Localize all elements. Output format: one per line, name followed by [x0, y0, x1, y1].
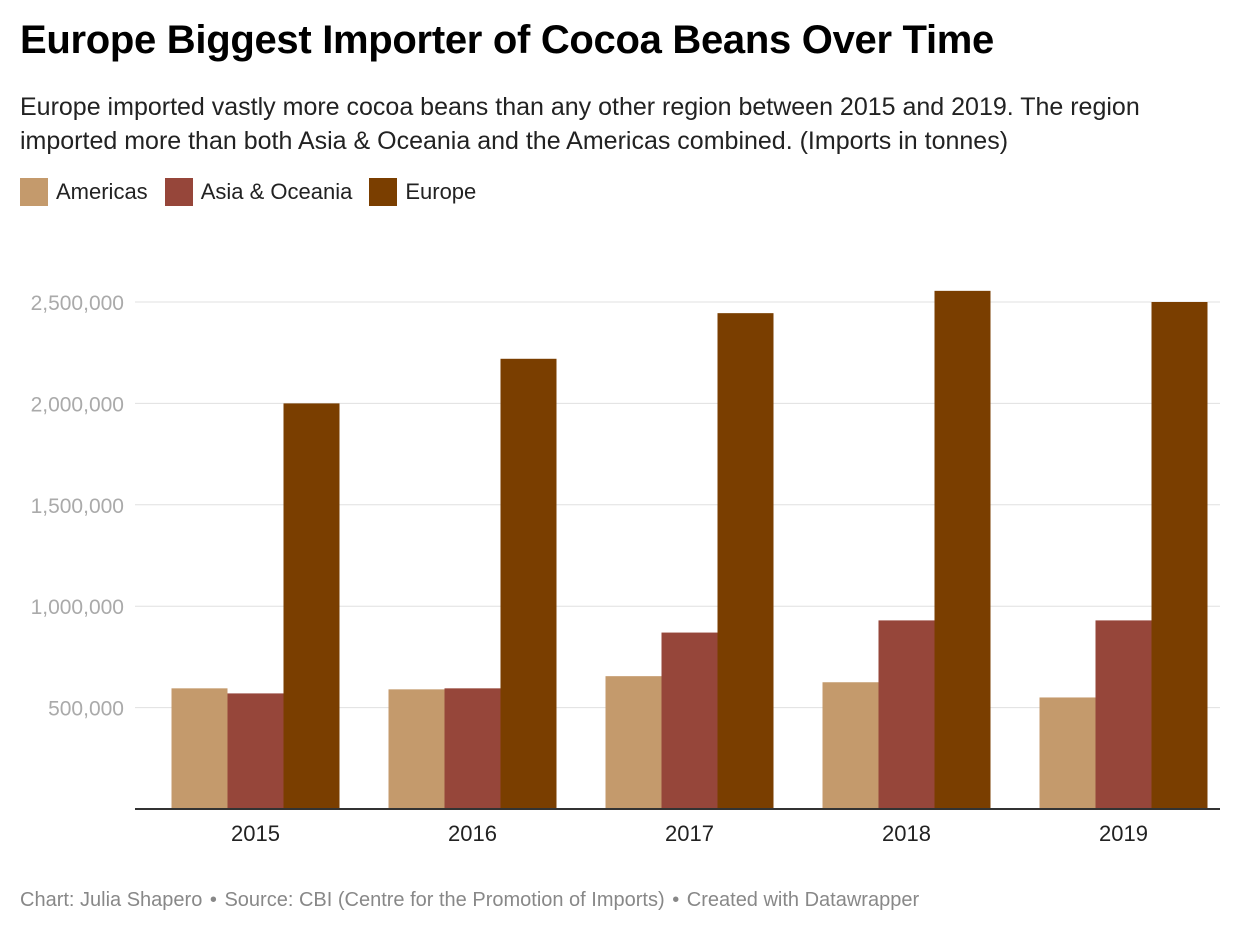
bar-asia-oceania-2016: [444, 688, 501, 809]
bar-americas-2018: [822, 682, 879, 809]
y-tick-label: 2,500,000: [31, 292, 124, 315]
legend: Americas Asia & Oceania Europe: [20, 178, 493, 206]
y-tick-label: 1,500,000: [31, 495, 124, 518]
bar-europe-2017: [717, 313, 774, 809]
legend-swatch-americas: [20, 178, 48, 206]
y-tick-label: 1,000,000: [31, 596, 124, 619]
bar-asia-oceania-2015: [227, 693, 284, 809]
x-tick-label: 2017: [665, 821, 714, 846]
chart-title: Europe Biggest Importer of Cocoa Beans O…: [20, 18, 994, 62]
bar-asia-oceania-2019: [1095, 620, 1152, 809]
legend-swatch-asia-oceania: [164, 178, 193, 206]
footer-separator: •: [209, 889, 217, 911]
chart-subtitle: Europe imported vastly more cocoa beans …: [20, 93, 1140, 155]
x-tick-label: 2015: [231, 821, 280, 846]
bar-americas-2015: [171, 688, 228, 809]
footer-separator: •: [672, 889, 680, 911]
legend-label-asia-oceania: Asia & Oceania: [200, 179, 353, 204]
bar-asia-oceania-2017: [661, 632, 718, 809]
legend-item-europe: Europe: [369, 178, 476, 206]
bar-europe-2019: [1151, 302, 1208, 809]
legend-swatch-europe: [369, 178, 398, 206]
bar-europe-2016: [500, 358, 557, 809]
bar-americas-2017: [605, 676, 662, 809]
bar-europe-2018: [934, 290, 991, 809]
x-tick-label: 2019: [1099, 821, 1148, 846]
footer-created-with: Created with Datawrapper: [686, 889, 920, 911]
legend-label-europe: Europe: [405, 179, 477, 204]
footer-source: Source: CBI (Centre for the Promotion of…: [224, 889, 665, 911]
y-tick-label: 2,000,000: [31, 393, 124, 416]
x-tick-label: 2018: [882, 821, 931, 846]
footer-chart-credit: Chart: Julia Shapero: [20, 889, 203, 911]
legend-item-americas: Americas: [20, 178, 148, 206]
bar-americas-2019: [1039, 697, 1096, 809]
footer: Chart: Julia Shapero • Source: CBI (Cent…: [20, 889, 919, 912]
x-tick-label: 2016: [448, 821, 497, 846]
bar-europe-2015: [283, 403, 340, 809]
legend-label-americas: Americas: [56, 179, 148, 204]
y-tick-label: 500,000: [48, 698, 124, 721]
bar-asia-oceania-2018: [878, 620, 935, 809]
legend-item-asia-oceania: Asia & Oceania: [164, 178, 353, 206]
bar-americas-2016: [388, 689, 445, 809]
